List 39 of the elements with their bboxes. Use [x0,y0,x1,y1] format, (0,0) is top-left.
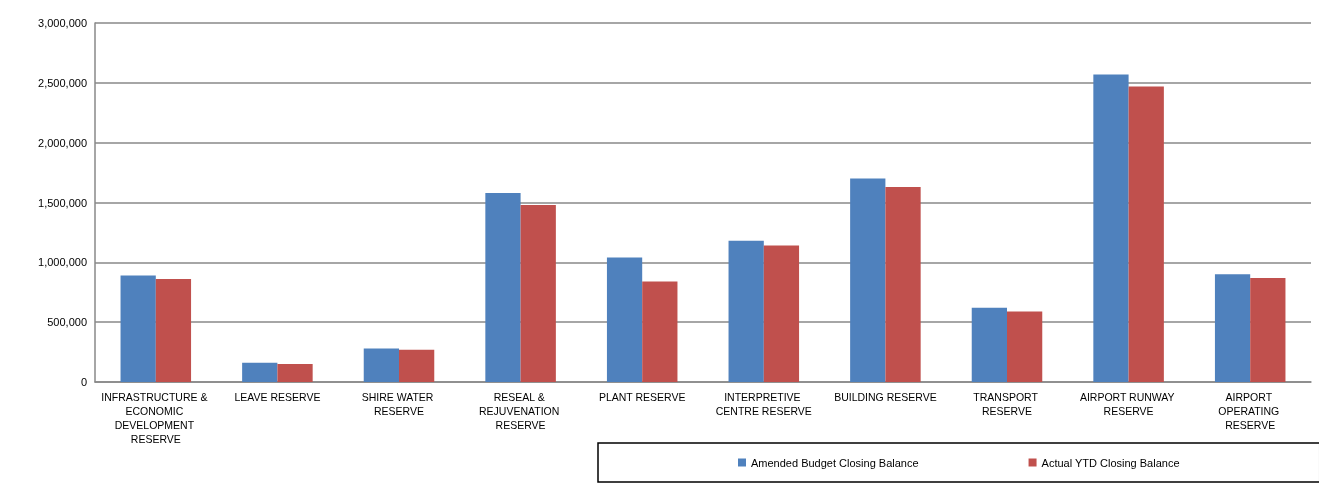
x-tick-label: BUILDING RESERVE [834,391,937,403]
bar [363,348,399,382]
bar [277,364,313,382]
y-tick-label: 3,000,000 [38,17,87,29]
bar [399,349,435,382]
x-tick-label: PLANT RESERVE [598,391,686,403]
x-tick-label: RESEAL & REJUVENATION RESERVE [478,391,563,431]
x-tick-label: AIRPORT RUNWAY RESERVE [1079,391,1178,417]
bar [485,192,521,382]
bar [728,240,764,382]
bar [1128,86,1164,382]
legend-label: Actual YTD Closing Balance [1041,456,1180,469]
bar [971,307,1007,382]
y-tick-label: 1,500,000 [38,196,87,209]
bar [242,362,278,382]
x-tick-label: LEAVE RESERVE [234,391,321,403]
legend-label: Amended Budget Closing Balance [751,456,919,469]
bar [520,204,556,382]
x-tick-label: AIRPORT OPERATING RESERVE [1218,391,1283,431]
x-tick-label: INFRASTRUCTURE & ECONOMIC DEVELOPMENT RESERVE [101,391,211,445]
y-tick-label: 0 [80,376,87,388]
bar [1250,277,1286,382]
bar [155,279,192,382]
bar [885,186,921,382]
y-tick-label: 500,000 [47,316,87,329]
bar [1214,274,1251,382]
y-tick-label: 2,000,000 [38,136,87,149]
y-tick-label: 2,500,000 [38,76,87,89]
bar [1093,74,1129,382]
bar [763,245,800,382]
bar [642,281,678,382]
bar [120,275,156,382]
x-tick-label: SHIRE WATER RESERVE [361,391,437,417]
bar [606,257,643,382]
x-tick-label: TRANSPORT RESERVE [973,391,1041,417]
bar [1007,311,1043,382]
x-tick-label: INTERPRETIVE CENTRE RESERVE [715,391,812,417]
bar [850,178,886,382]
y-tick-label: 1,000,000 [38,256,87,269]
